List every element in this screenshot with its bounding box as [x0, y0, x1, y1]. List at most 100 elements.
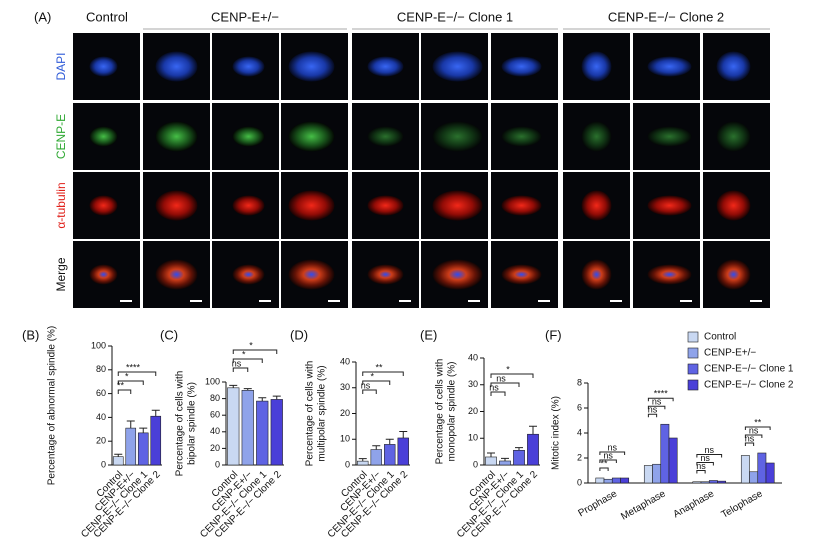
- error-bar: [501, 457, 509, 461]
- bar: [620, 477, 630, 484]
- significance-label: ns: [652, 397, 662, 407]
- bar: [397, 437, 409, 466]
- bar: [227, 387, 240, 466]
- bar: [643, 465, 653, 484]
- y-axis-label: Percentage of cells with: [435, 359, 446, 465]
- cell-signal: [647, 126, 692, 147]
- bar: [357, 460, 369, 466]
- error-bar: [151, 409, 160, 417]
- legend-swatch: [687, 379, 699, 391]
- bar: [717, 480, 727, 484]
- significance-bracket: [696, 454, 723, 458]
- column-header: CENP-E−/− Clone 2: [608, 9, 724, 24]
- cell-signal: [288, 121, 335, 152]
- significance-bracket: [490, 391, 506, 396]
- bar: [241, 389, 254, 466]
- cell-signal: [716, 259, 751, 290]
- significance-bracket: [232, 367, 249, 372]
- significance-label: ns: [696, 461, 706, 471]
- legend-label: CENP-E+/−: [704, 348, 756, 359]
- bar: [137, 432, 149, 466]
- significance-bracket: [599, 451, 626, 455]
- cell-signal: [647, 56, 692, 77]
- cell-signal: [647, 195, 692, 216]
- error-bar: [126, 420, 135, 429]
- y-tick-label: 0: [215, 459, 220, 469]
- cell-signal: [232, 264, 265, 285]
- panel-label: (B): [22, 327, 39, 342]
- row-label: DAPI: [54, 52, 68, 80]
- bar: [270, 399, 283, 466]
- significance-label: *: [249, 340, 253, 350]
- column-header: Control: [86, 9, 128, 24]
- cell-signal: [501, 126, 542, 147]
- row-label: CENP-E: [54, 114, 68, 159]
- significance-bracket: [647, 405, 666, 410]
- error-bar: [139, 427, 148, 433]
- y-tick-label: 30: [468, 379, 478, 389]
- y-axis-label: Percentage of cells with: [305, 361, 316, 467]
- legend-label: CENP-E−/− Clone 2: [704, 380, 794, 391]
- error-bar: [229, 384, 238, 388]
- cell-signal: [367, 264, 404, 285]
- bar: [708, 480, 718, 484]
- cell-signal: [288, 190, 335, 221]
- significance-bracket: [362, 380, 391, 385]
- significance-bracket: [647, 413, 658, 418]
- significance-label: *: [242, 349, 246, 359]
- y-tick-label: 8: [577, 377, 582, 387]
- significance-bracket: [647, 397, 674, 402]
- y-tick-label: 4: [577, 427, 582, 437]
- cell-signal: [89, 195, 118, 216]
- bar: [652, 463, 662, 484]
- y-axis-label: Percentage of cells with: [175, 371, 186, 477]
- column-header: CENP-E−/− Clone 1: [397, 9, 513, 24]
- significance-label: **: [117, 380, 125, 390]
- significance-label: ns: [648, 405, 658, 415]
- cell-signal: [232, 195, 265, 216]
- significance-label: ns: [232, 358, 242, 368]
- y-tick-label: 6: [577, 402, 582, 412]
- significance-bracket: [599, 467, 609, 471]
- cell-signal: [581, 121, 612, 152]
- panel-label: (C): [160, 327, 178, 342]
- bar: [757, 452, 767, 484]
- legend-label: CENP-E−/− Clone 1: [704, 364, 794, 375]
- y-axis-label: multipolar spindle (%): [317, 365, 328, 461]
- cell-signal: [155, 51, 198, 82]
- significance-label: ****: [126, 362, 141, 372]
- x-tick-label: Telophase: [720, 488, 765, 521]
- bar: [668, 437, 678, 484]
- cell-signal: [232, 126, 265, 147]
- y-tick-label: 80: [210, 393, 220, 403]
- error-bar: [372, 445, 381, 450]
- cell-signal: [155, 121, 198, 152]
- y-tick-label: 0: [101, 459, 106, 469]
- cell-signal: [501, 195, 542, 216]
- significance-label: ns: [704, 445, 714, 455]
- panel-label: (E): [420, 327, 437, 342]
- significance-bracket: [696, 470, 706, 474]
- error-bar: [272, 395, 281, 400]
- cell-signal: [232, 56, 265, 77]
- significance-bracket: [490, 373, 534, 378]
- micrographs: DAPI CENP-E α-tubulin Merge: [54, 33, 770, 308]
- cell-signal: [581, 190, 612, 221]
- bar: [692, 481, 702, 484]
- y-axis-label: Mitotic index (%): [551, 396, 562, 470]
- cell-signal: [367, 56, 404, 77]
- y-axis-label: Percentage of abnormal spindle (%): [47, 326, 58, 486]
- significance-bracket: [744, 426, 771, 430]
- y-tick-label: 0: [577, 477, 582, 487]
- significance-label: **: [754, 417, 762, 427]
- cell-signal: [367, 195, 404, 216]
- bar: [370, 449, 382, 466]
- error-bar: [487, 452, 495, 457]
- bar: [256, 400, 269, 466]
- bar: [611, 477, 621, 484]
- x-tick-label: Anaphase: [672, 488, 717, 520]
- significance-bracket: [362, 389, 377, 394]
- y-tick-label: 10: [340, 434, 350, 444]
- legend-label: Control: [704, 332, 736, 343]
